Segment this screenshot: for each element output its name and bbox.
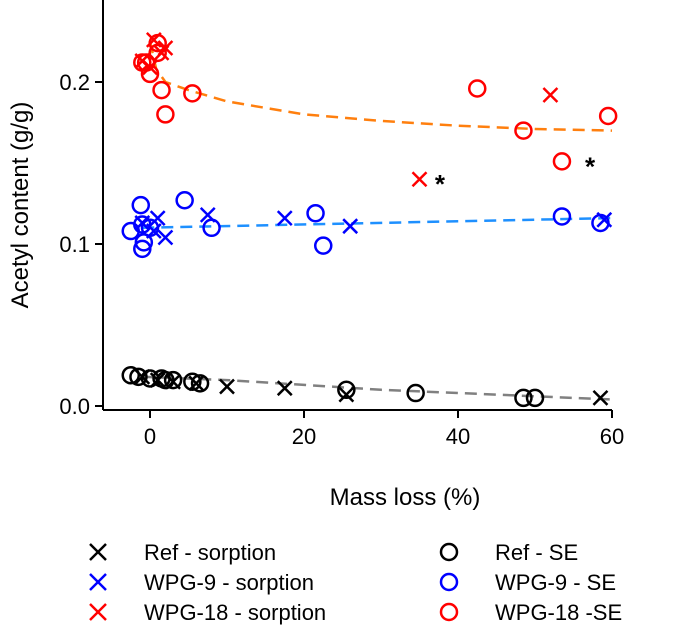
y-tick-label: 0.2 bbox=[59, 70, 90, 95]
point-ref-sorption bbox=[219, 378, 235, 395]
legend: Ref - sorption Ref - SE WPG-9 - sorption WP… bbox=[89, 540, 622, 625]
data-points bbox=[121, 31, 618, 408]
point-wpg-18-se bbox=[148, 33, 167, 53]
y-tick-label: 0.1 bbox=[59, 232, 90, 257]
point-wpg-18-se bbox=[136, 53, 156, 72]
legend-label-wpg-9-sorption: WPG-9 - sorption bbox=[144, 570, 314, 595]
annotation-asterisk: * bbox=[585, 151, 596, 181]
point-wpg-9-se bbox=[306, 203, 325, 223]
point-wpg-18-se bbox=[183, 84, 202, 103]
point-wpg-18-se bbox=[156, 105, 175, 124]
point-ref-se bbox=[337, 380, 356, 400]
point-wpg-9-sorption bbox=[157, 229, 174, 246]
point-wpg-18-se bbox=[140, 64, 160, 84]
point-wpg-9-se bbox=[552, 207, 572, 226]
x-ticks: 0 20 40 60 bbox=[144, 410, 624, 449]
legend-label-wpg-18-se: WPG-18 -SE bbox=[495, 600, 622, 625]
legend-label-ref-se: Ref - SE bbox=[495, 540, 578, 565]
point-ref-se bbox=[163, 370, 183, 390]
point-wpg-18-se bbox=[148, 43, 167, 63]
legend-marker-ref-sorption bbox=[89, 543, 107, 561]
legend-marker-wpg-9-sorption bbox=[89, 573, 107, 591]
point-ref-se bbox=[190, 374, 210, 393]
point-wpg-18-se bbox=[552, 152, 572, 171]
x-tick-label: 40 bbox=[446, 424, 470, 449]
legend-marker-wpg-18-sorption bbox=[89, 603, 107, 621]
point-wpg-9-se bbox=[175, 191, 194, 210]
legend-marker-wpg-18-se bbox=[439, 602, 459, 622]
point-wpg-18-se bbox=[152, 80, 171, 100]
x-tick-label: 0 bbox=[144, 424, 156, 449]
point-ref-sorption bbox=[276, 380, 293, 397]
point-ref-se bbox=[525, 388, 545, 408]
point-wpg-9-se bbox=[131, 195, 151, 215]
x-tick-label: 20 bbox=[292, 424, 316, 449]
point-ref-se bbox=[129, 367, 148, 387]
x-axis-label: Mass loss (%) bbox=[330, 484, 481, 511]
point-wpg-9-sorption bbox=[276, 210, 293, 226]
point-wpg-18-se bbox=[598, 106, 618, 126]
legend-marker-ref-se bbox=[439, 542, 459, 562]
fit-line bbox=[148, 41, 613, 132]
point-ref-se bbox=[514, 388, 533, 408]
point-wpg-9-sorption bbox=[149, 210, 166, 226]
point-ref-sorption bbox=[592, 390, 609, 406]
fit-line bbox=[142, 375, 613, 401]
point-ref-se bbox=[156, 370, 175, 390]
point-wpg-9-se bbox=[140, 218, 160, 238]
axes bbox=[102, 0, 612, 411]
legend-label-wpg-18-sorption: WPG-18 - sorption bbox=[144, 600, 326, 625]
point-wpg-9-sorption bbox=[342, 218, 359, 235]
point-wpg-18-sorption bbox=[411, 171, 428, 188]
legend-marker-wpg-9-se bbox=[439, 572, 459, 592]
point-ref-se bbox=[183, 372, 202, 391]
legend-label-ref-sorption: Ref - sorption bbox=[144, 540, 276, 565]
legend-label-wpg-9-se: WPG-9 - SE bbox=[495, 570, 616, 595]
x-tick-label: 60 bbox=[600, 424, 624, 449]
y-ticks: 0.0 0.1 0.2 bbox=[59, 70, 103, 419]
y-tick-label: 0.0 bbox=[59, 394, 90, 419]
point-wpg-18-se bbox=[514, 121, 533, 140]
annotation-asterisk: * bbox=[435, 169, 446, 199]
y-axis-label: Acetyl content (g/g) bbox=[7, 102, 34, 309]
point-ref-sorption bbox=[338, 386, 355, 403]
point-ref-se bbox=[121, 365, 140, 385]
point-wpg-9-se bbox=[591, 213, 610, 233]
annotations: ** bbox=[435, 151, 596, 199]
point-wpg-9-se bbox=[133, 239, 152, 259]
point-wpg-18-sorption bbox=[542, 87, 559, 103]
point-wpg-9-se bbox=[202, 218, 221, 238]
point-wpg-9-se bbox=[314, 236, 333, 255]
point-ref-se bbox=[406, 383, 425, 403]
point-wpg-18-se bbox=[468, 79, 487, 98]
